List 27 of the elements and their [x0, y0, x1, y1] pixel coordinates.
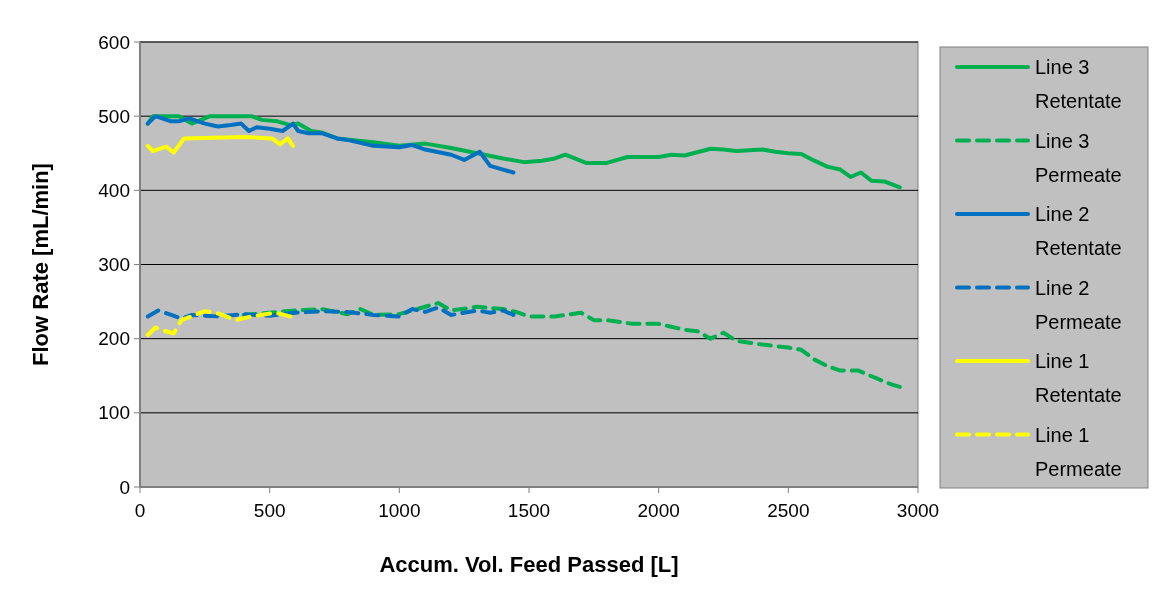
- x-tick-label: 0: [134, 500, 146, 521]
- x-tick-label: 1000: [378, 500, 421, 521]
- x-tick-label: 2000: [637, 500, 680, 521]
- y-axis-title: Flow Rate [mL/min]: [28, 163, 53, 366]
- x-tick-label: 500: [253, 500, 286, 521]
- legend-label: Line 2 Retentate: [1035, 203, 1122, 259]
- line-series: [145, 305, 516, 321]
- x-axis-title: Accum. Vol. Feed Passed [L]: [379, 552, 679, 577]
- legend-label: Line 3 Permeate: [1035, 129, 1122, 186]
- line-series: [145, 114, 516, 175]
- y-tick-label: 600: [98, 31, 130, 53]
- legend-label: Line 1 Retentate: [1035, 350, 1122, 406]
- y-tick-label: 100: [98, 402, 130, 424]
- legend-label: Line 2 Permeate: [1035, 276, 1122, 333]
- line-series: [145, 309, 293, 337]
- y-tick-label: 300: [98, 254, 130, 276]
- x-tick-label: 3000: [896, 500, 940, 521]
- y-tick-label: 500: [98, 105, 130, 127]
- y-tick-label: 0: [119, 476, 130, 498]
- line-series: [241, 301, 902, 389]
- legend-label: Line 1 Permeate: [1035, 423, 1122, 480]
- line-series: [145, 134, 296, 155]
- legend-label: Line 3 Retentate: [1035, 56, 1122, 112]
- x-tick-label: 1500: [507, 500, 551, 521]
- y-tick-label: 400: [98, 179, 130, 201]
- x-tick-label: 2500: [767, 500, 810, 521]
- y-tick-label: 200: [98, 328, 130, 350]
